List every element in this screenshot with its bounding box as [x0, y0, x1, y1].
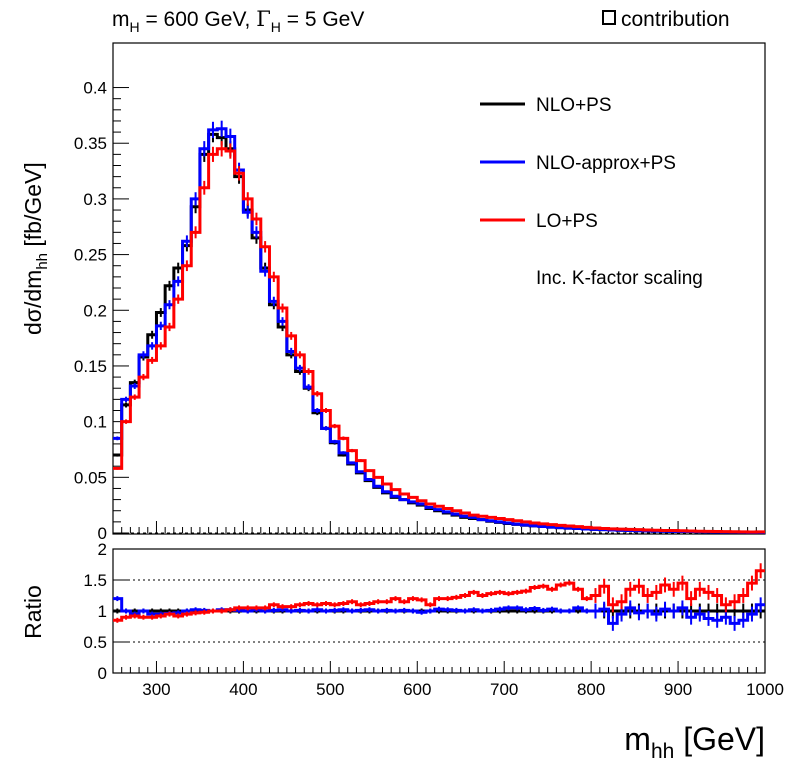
main-y-axis: 0 0.05 0.1 0.15 0.2 0.25 0.3 0.35 0.4: [74, 79, 129, 543]
title-end: = 5 GeV: [281, 8, 364, 31]
x-label-b: [GeV]: [674, 721, 765, 757]
x-tick-label: 400: [229, 680, 257, 699]
ratio-y-tick-label: 1: [98, 602, 107, 621]
ratio-reference-lines: [113, 579, 765, 643]
ratio-series-group: [113, 563, 765, 631]
contribution-label: contribution: [621, 8, 730, 31]
title-gamma-sub: H: [271, 19, 281, 35]
x-tick-label: 900: [664, 680, 692, 699]
ratio-y-tick-label: 0.5: [83, 633, 107, 652]
x-label-sub: hh: [651, 740, 674, 763]
contribution-square-icon: [602, 10, 616, 25]
legend-label-nlo-ps: NLO+PS: [536, 95, 612, 116]
main-y-tick-label: 0.2: [83, 301, 107, 320]
main-y-label-sub: hh: [34, 253, 51, 270]
main-histogram-lo-ps: [113, 147, 765, 534]
x-label-a: m: [624, 721, 651, 757]
main-y-tick-label: 0.1: [83, 413, 107, 432]
main-y-tick-label: 0.15: [74, 357, 107, 376]
x-tick-label: 300: [142, 680, 170, 699]
main-series-group: [113, 120, 765, 534]
ratio-y-label: Ratio: [20, 585, 46, 639]
title-mid: = 600 GeV,: [140, 8, 257, 31]
main-y-tick-label: 0: [98, 524, 107, 543]
x-tick-label: 500: [316, 680, 344, 699]
ratio-y-tick-label: 0: [98, 664, 107, 683]
main-y-tick-label: 0.25: [74, 246, 107, 265]
main-y-tick-label: 0.35: [74, 134, 107, 153]
figure-title: mH = 600 GeV, ΓH = 5 GeV: [112, 7, 364, 35]
title-m: m: [112, 8, 130, 31]
main-histogram-nlo-ps: [113, 132, 765, 534]
legend-label-nlo-approx-ps: NLO-approx+PS: [536, 153, 676, 174]
ratio-panel: 0 0.5 1 1.5 2 300 400 500 600 700 800 900 1000 Rati…: [20, 540, 784, 763]
main-y-label-b: [fb/GeV]: [20, 162, 46, 253]
title-m-sub: H: [130, 19, 140, 35]
x-tick-label: 800: [577, 680, 605, 699]
main-y-tick-label: 0.05: [74, 468, 107, 487]
main-y-tick-label: 0.3: [83, 190, 107, 209]
main-y-tick-label: 0.4: [83, 79, 107, 98]
title-gamma: Γ: [256, 7, 271, 31]
x-tick-label: 600: [403, 680, 431, 699]
annotation-k-factor: Inc. K-factor scaling: [536, 268, 703, 289]
ratio-y-axis: 0 0.5 1 1.5 2: [83, 540, 129, 683]
legend-label-lo-ps: LO+PS: [536, 211, 598, 232]
ratio-x-axis: 300 400 500 600 700 800 900 1000: [112, 661, 784, 699]
ratio-y-tick-label: 2: [98, 540, 107, 559]
x-tick-label: 700: [490, 680, 518, 699]
ratio-y-tick-label: 1.5: [83, 571, 107, 590]
main-panel: 0 0.05 0.1 0.15 0.2 0.25 0.3 0.35 0.4 NLO+PS NLO…: [20, 42, 766, 543]
x-tick-label: 1000: [746, 680, 784, 699]
x-axis-label: mhh [GeV]: [624, 721, 765, 763]
main-y-label-a: dσ/dm: [20, 270, 46, 335]
legend: NLO+PS NLO-approx+PS LO+PS Inc. K-factor…: [480, 95, 703, 289]
main-histogram-nlo-approx-ps: [113, 127, 765, 534]
main-y-label: dσ/dmhh [fb/GeV]: [20, 162, 51, 335]
